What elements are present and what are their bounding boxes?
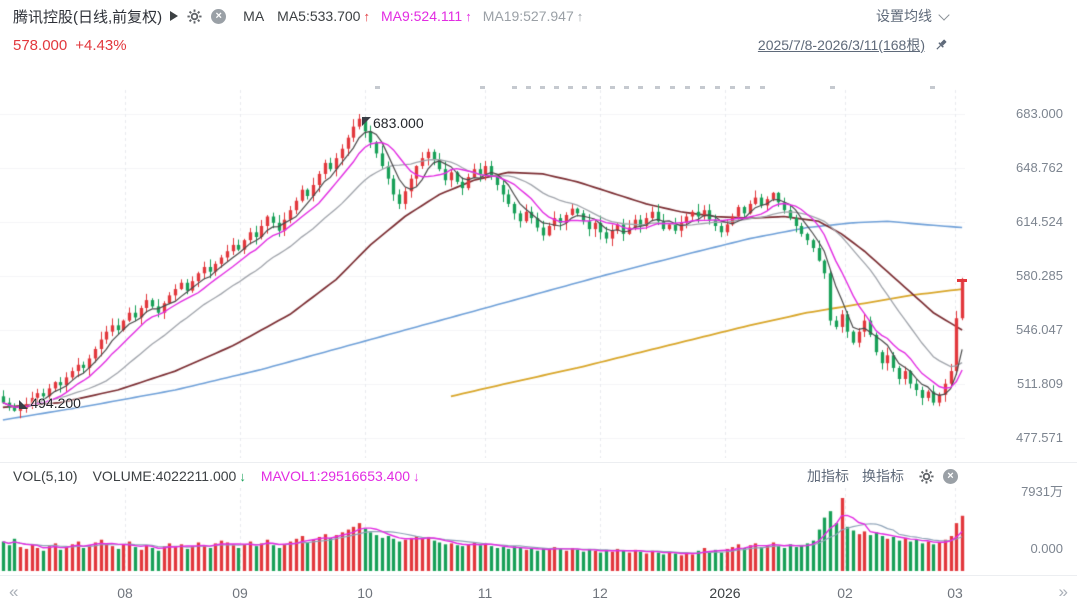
ma9-up-arrow-icon: ↑ [465,8,472,24]
price-axis-label: 648.762 [1016,160,1063,175]
chart-header: 腾讯控股(日线,前复权) × MA MA5:533.700 ↑ MA9:524.… [0,0,1077,32]
expand-arrow-icon[interactable] [170,11,179,21]
close-chart-icon[interactable]: × [211,8,227,24]
event-marker-icon [568,86,573,89]
ma-legend: MA MA5:533.700 ↑ MA9:524.111 ↑ MA19:527.… [243,8,594,24]
close-x-glyph: × [211,8,227,24]
event-marker-icon [685,86,690,89]
price-axis-label: 477.571 [1016,430,1063,445]
x-axis-label: 02 [837,585,853,601]
event-marker-icon [582,86,587,89]
low-marker-icon [19,399,29,409]
event-marker-icon [480,86,485,89]
ma5-value: MA5:533.700 [277,8,361,24]
event-markers [0,62,965,102]
volume-legend: VOLUME:4022211.000 ↓ [93,468,246,484]
event-marker-icon [596,86,601,89]
price-axis-label: 511.809 [1016,376,1063,391]
time-axis: « » 08 09 10 11 12 2026 02 03 [0,575,1077,609]
x-axis-label: 08 [117,585,133,601]
volume-chart-canvas[interactable] [0,488,965,572]
close-x-glyph: × [943,468,958,484]
price-chart-canvas[interactable] [0,62,965,458]
event-marker-icon [554,86,559,89]
scroll-right-button[interactable]: » [1058,582,1068,601]
add-indicator-button[interactable]: 加指标 [807,468,849,484]
quote-row: 578.000 +4.43% 2025/7/8-2026/3/11(168根) [0,32,1077,58]
event-marker-icon [512,86,517,89]
mavol1-legend: MAVOL1:29516653.400 ↓ [261,468,420,484]
mavol1-down-arrow-icon: ↓ [413,468,420,484]
high-price-annotation: 683.000 [362,115,424,131]
event-marker-icon [745,86,750,89]
ma9-legend: MA9:524.111 ↑ [381,8,472,24]
event-marker-icon [375,86,380,89]
price-change-percent: +4.43% [75,36,127,54]
x-axis-label: 09 [232,585,248,601]
event-marker-icon [830,86,835,89]
low-price-label: 494.200 [30,394,81,411]
chevron-down-icon [938,8,950,21]
indicator-controls: 加指标 换指标 × [807,466,958,486]
mavol1-value: MAVOL1:29516653.400 [260,468,411,484]
event-marker-icon [624,86,629,89]
symbol-title: 腾讯控股(日线,前复权) [13,8,163,26]
ma19-up-arrow-icon: ↑ [576,8,584,24]
ma19-legend: MA19:527.947 ↑ [483,8,584,24]
high-price-label: 683.000 [373,115,424,131]
event-marker-icon [610,86,615,89]
event-marker-icon [540,86,545,89]
x-axis-label: 03 [947,585,963,601]
volume-axis-max-label: 7931万 [1021,484,1063,499]
ma-group-label: MA [243,8,265,24]
ma5-legend: MA5:533.700 ↑ [277,8,370,24]
event-marker-icon [655,86,660,89]
event-marker-icon [638,86,643,89]
current-price-tick [957,278,967,282]
x-axis-label: 11 [477,585,493,601]
volume-header: VOL(5,10) VOLUME:4022211.000 ↓ MAVOL1:29… [0,462,1077,489]
price-axis-label: 546.047 [1016,322,1063,337]
switch-indicator-button[interactable]: 换指标 [862,468,904,484]
volume-settings-gear-icon[interactable] [919,468,934,484]
event-marker-icon [700,86,705,89]
volume-value: VOLUME:4022211.000 [92,468,237,484]
event-marker-icon [930,86,935,89]
low-price-annotation: 494.200 [19,395,81,411]
volume-axis-min-label: 0.000 [1030,541,1063,556]
event-marker-icon [760,86,765,89]
close-volume-panel-icon[interactable]: × [943,468,958,484]
price-chart-panel: 683.000 494.200 683.000 648.762 614.524 580… [0,62,1077,458]
volume-chart-panel: 7931万 0.000 [0,484,1077,572]
event-marker-icon [526,86,531,89]
chart-settings-gear-icon[interactable] [187,8,202,24]
x-axis-label: 10 [357,585,373,601]
current-price: 578.000 [13,36,68,54]
date-range-control[interactable]: 2025/7/8-2026/3/11(168根) [758,35,948,55]
x-axis-label: 12 [592,585,608,601]
event-marker-icon [670,86,675,89]
ma-settings-control[interactable]: 设置均线 [876,6,950,26]
scroll-left-button[interactable]: « [9,582,19,601]
ma-settings-label[interactable]: 设置均线 [876,8,932,24]
vol-indicator-label: VOL(5,10) [13,468,78,484]
ma19-value: MA19:527.947 [482,8,574,24]
volume-down-arrow-icon: ↓ [239,468,246,484]
high-marker-icon [362,117,371,126]
price-axis-label: 683.000 [1016,106,1063,121]
ma9-value: MA9:524.111 [380,8,463,24]
pin-icon[interactable] [934,38,948,52]
price-axis-label: 580.285 [1016,268,1063,283]
event-marker-icon [715,86,720,89]
x-axis-label: 2026 [709,585,741,601]
ma5-up-arrow-icon: ↑ [363,8,370,24]
date-range-label[interactable]: 2025/7/8-2026/3/11(168根) [757,37,925,53]
price-axis-label: 614.524 [1016,214,1063,229]
event-marker-icon [730,86,735,89]
